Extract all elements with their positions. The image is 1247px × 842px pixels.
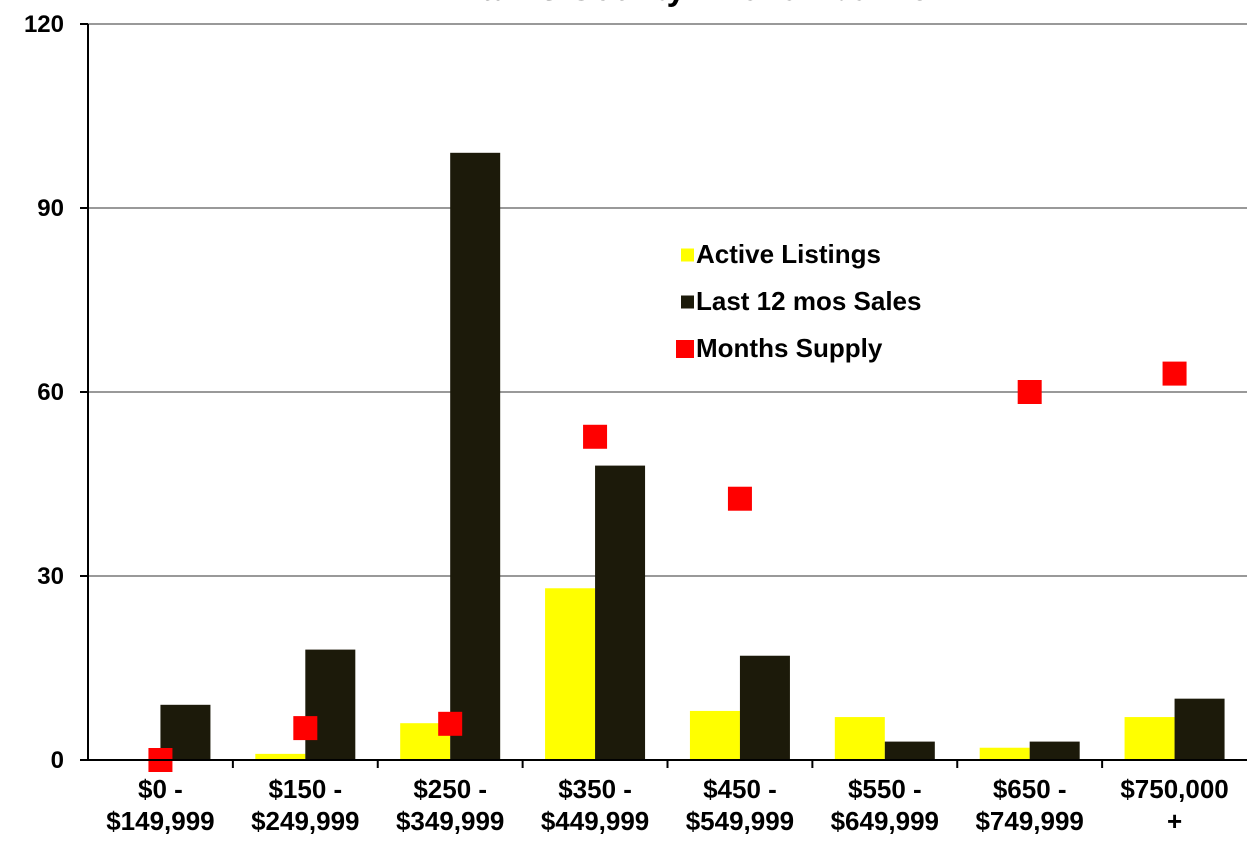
x-tick-label: $250 - [413, 774, 487, 804]
y-tick-label: 90 [37, 195, 64, 222]
bar [545, 588, 596, 760]
legend-label: Months Supply [696, 333, 883, 363]
x-tick-label: $450 - [703, 774, 777, 804]
y-tick-label: 30 [37, 563, 64, 590]
x-tick-label: $749,999 [975, 806, 1083, 836]
bar [689, 710, 740, 760]
x-tick-label: $750,000 [1120, 774, 1228, 804]
legend-swatch [681, 295, 694, 309]
bar [305, 649, 356, 760]
bar [450, 152, 501, 761]
x-tick-label: $249,999 [251, 806, 359, 836]
x-tick-label: $149,999 [106, 806, 214, 836]
x-tick-label: $549,999 [686, 806, 794, 836]
point [1162, 361, 1187, 386]
x-tick-label: $349,999 [396, 806, 504, 836]
x-tick-label: $0 - [138, 774, 183, 804]
bar [979, 747, 1030, 760]
bar [255, 753, 306, 760]
x-tick-label: $550 - [848, 774, 922, 804]
bar [834, 717, 885, 760]
x-tick-label: $150 - [268, 774, 342, 804]
point [583, 424, 608, 449]
bar [884, 741, 935, 760]
legend-swatch [681, 248, 694, 262]
bar [1029, 741, 1080, 760]
legend-label: Last 12 mos Sales [696, 286, 921, 316]
x-tick-label: + [1167, 806, 1182, 836]
y-tick-label: 0 [51, 747, 64, 774]
bar [1124, 717, 1175, 760]
x-tick-label: $650 - [993, 774, 1067, 804]
point [293, 716, 318, 741]
x-tick-label: $649,999 [831, 806, 939, 836]
point [727, 486, 752, 511]
bar [739, 655, 790, 760]
chart-title: Banks County - November 2022 [457, 0, 967, 8]
point [1017, 380, 1042, 404]
y-tick-label: 120 [24, 11, 64, 38]
x-tick-label: $449,999 [541, 806, 649, 836]
legend-label: Active Listings [696, 239, 881, 269]
legend-swatch [676, 340, 694, 358]
bar [1174, 698, 1225, 760]
x-tick-label: $350 - [558, 774, 632, 804]
y-tick-label: 60 [37, 379, 64, 406]
bar [595, 465, 646, 760]
point [438, 711, 463, 736]
